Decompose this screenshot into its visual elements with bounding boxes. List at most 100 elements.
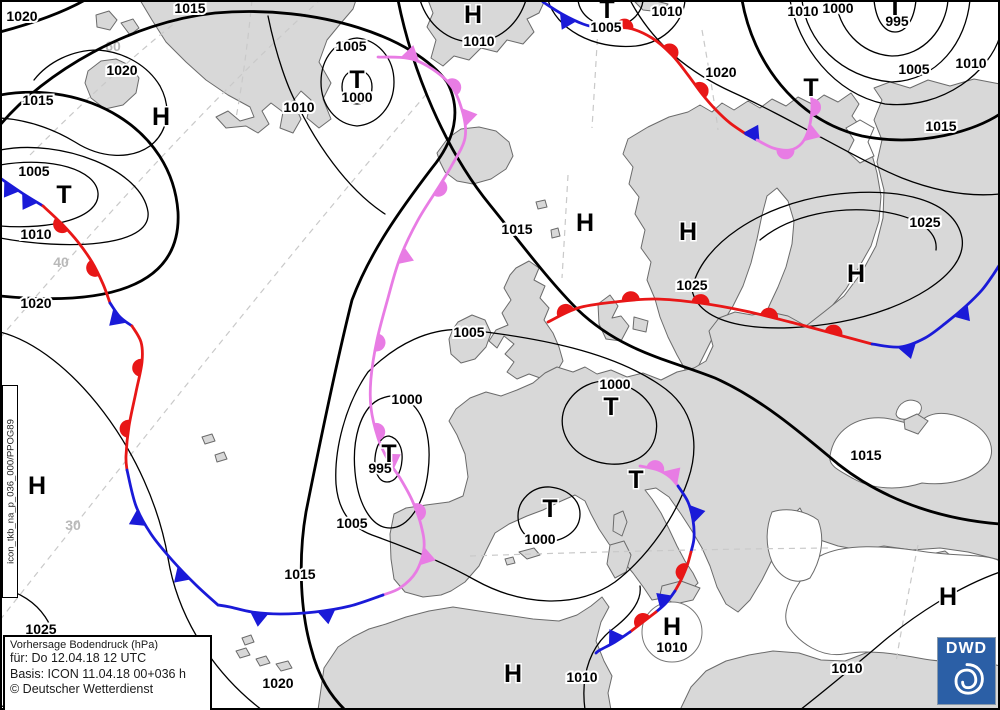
front-symbol xyxy=(3,180,20,198)
front-symbol xyxy=(691,294,710,305)
high-pressure-center: H xyxy=(663,613,681,641)
isobar-line xyxy=(320,37,395,127)
pressure-label: 995 xyxy=(368,460,392,476)
latitude-label: 30 xyxy=(65,517,81,533)
warm-front-semicircle-icon xyxy=(634,613,651,628)
cold-front-triangle-icon xyxy=(3,180,20,198)
isobar-line xyxy=(799,571,1000,710)
front-symbol xyxy=(811,98,821,117)
land-polygon xyxy=(139,0,357,134)
front-symbol xyxy=(128,509,147,526)
latitude-label: 40 xyxy=(53,254,69,270)
pressure-label: 1010 xyxy=(955,55,986,71)
isobar-line xyxy=(267,15,386,215)
high-pressure-center: H xyxy=(939,583,957,611)
front-symbol xyxy=(433,179,448,197)
land-polygon xyxy=(201,433,216,445)
front-symbol xyxy=(621,291,640,302)
cold-front-triangle-icon xyxy=(608,629,625,647)
high-pressure-center: H xyxy=(504,660,522,688)
front-symbol xyxy=(953,304,970,322)
land-polygon xyxy=(317,596,613,710)
pressure-label: 1020 xyxy=(20,295,51,311)
front-symbol xyxy=(383,453,401,470)
cold-front-triangle-icon xyxy=(663,467,681,485)
pressure-label: 995 xyxy=(885,13,909,29)
front-symbol xyxy=(615,18,634,29)
front-symbol xyxy=(22,192,39,210)
land-polygon xyxy=(120,18,140,36)
front-symbol xyxy=(53,217,69,234)
front-symbol xyxy=(634,613,651,628)
pressure-label: 1005 xyxy=(18,163,49,179)
pressure-label: 1010 xyxy=(20,226,51,242)
warm-front-semicircle-icon xyxy=(373,422,386,441)
front-cold xyxy=(125,468,220,607)
dwd-spiral-icon xyxy=(954,663,984,695)
front-symbol xyxy=(419,547,436,566)
high-pressure-center: H xyxy=(152,103,170,131)
isobar-line xyxy=(0,49,168,156)
front-symbol xyxy=(663,467,681,485)
forecast-legend: Vorhersage Bodendruck (hPa) für: Do 12.0… xyxy=(3,635,212,710)
isobar-line xyxy=(801,0,971,83)
front-symbol xyxy=(373,422,386,441)
cold-front-triangle-icon xyxy=(419,547,436,566)
sea-overlay xyxy=(785,546,1000,667)
front-symbol xyxy=(742,124,760,142)
high-pressure-center: H xyxy=(679,218,697,246)
isobar-line xyxy=(353,395,430,529)
land-polygon xyxy=(535,199,548,210)
front-symbol xyxy=(461,108,478,127)
isobar-line xyxy=(0,0,87,34)
pressure-label: 1015 xyxy=(284,566,315,582)
pressure-label: 1015 xyxy=(22,92,53,108)
cold-front-triangle-icon xyxy=(109,308,127,326)
low-pressure-center: T xyxy=(887,0,902,21)
legend-model-basis: Basis: ICON 11.04.18 00+036 h xyxy=(10,666,186,681)
front-symbol xyxy=(824,324,843,337)
isobar-line xyxy=(0,161,99,228)
warm-front-semicircle-icon xyxy=(621,291,640,302)
warm-front-semicircle-icon xyxy=(556,303,575,318)
isobar-line xyxy=(789,0,1000,106)
cold-front-triangle-icon xyxy=(804,123,821,142)
isobar-line xyxy=(396,0,1000,526)
grid-line xyxy=(895,544,919,663)
front-symbol xyxy=(119,419,131,438)
warm-front-semicircle-icon xyxy=(132,358,144,377)
warm-front-semicircle-icon xyxy=(760,307,778,320)
pressure-label: 1020 xyxy=(262,675,293,691)
grid-line xyxy=(469,547,831,557)
product-code-bar: icon_tkb_na_p_036_000/PPOG89 xyxy=(2,385,18,598)
front-symbol xyxy=(397,246,414,265)
land-polygon xyxy=(426,0,546,67)
pressure-label: 1025 xyxy=(909,214,940,230)
warm-front-semicircle-icon xyxy=(662,43,679,60)
land-polygon xyxy=(612,510,628,537)
front-warm xyxy=(600,26,748,136)
front-symbol xyxy=(413,503,426,521)
product-code-text: icon_tkb_na_p_036_000/PPOG89 xyxy=(5,419,17,564)
warm-front-semicircle-icon xyxy=(693,81,709,99)
pressure-label: 1005 xyxy=(590,19,621,35)
land-polygon xyxy=(488,260,564,380)
front-cold xyxy=(216,593,385,616)
pressure-label: 1020 xyxy=(106,62,137,78)
front-symbol xyxy=(86,259,100,277)
warm-front-semicircle-icon xyxy=(646,460,665,473)
low-pressure-center: T xyxy=(628,466,643,494)
land-polygon xyxy=(275,660,293,672)
land-polygon xyxy=(95,10,118,31)
pressure-label: 1000 xyxy=(599,376,630,392)
cold-front-triangle-icon xyxy=(400,45,420,62)
front-symbol xyxy=(662,43,679,60)
pressure-label: 1010 xyxy=(463,33,494,49)
isobar-line xyxy=(691,191,963,329)
latitude-label: 60 xyxy=(105,38,121,54)
front-symbol xyxy=(317,608,336,625)
pressure-label: 1010 xyxy=(656,639,687,655)
warm-front-semicircle-icon xyxy=(691,294,710,305)
